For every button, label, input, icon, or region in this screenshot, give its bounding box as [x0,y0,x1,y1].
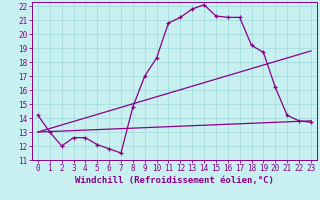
X-axis label: Windchill (Refroidissement éolien,°C): Windchill (Refroidissement éolien,°C) [75,176,274,185]
